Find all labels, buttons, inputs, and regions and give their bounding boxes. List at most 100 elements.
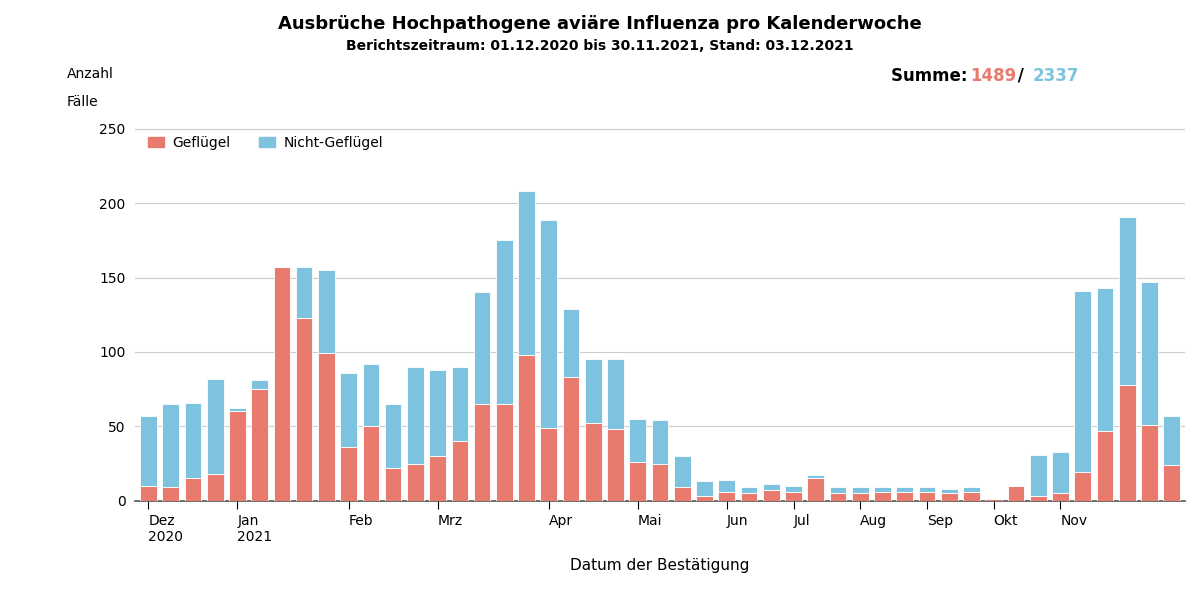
- Bar: [1118, 385, 1135, 501]
- Bar: [430, 456, 446, 501]
- Bar: [1008, 486, 1025, 501]
- Text: 2337: 2337: [1033, 67, 1079, 85]
- Bar: [407, 367, 424, 464]
- Bar: [785, 492, 802, 501]
- Bar: [229, 409, 246, 412]
- Bar: [563, 377, 580, 501]
- Bar: [474, 292, 491, 404]
- Bar: [140, 416, 157, 486]
- Bar: [318, 353, 335, 501]
- Bar: [740, 487, 757, 493]
- Bar: [964, 492, 980, 501]
- Bar: [1097, 288, 1114, 431]
- Bar: [607, 430, 624, 501]
- Bar: [185, 403, 202, 478]
- Bar: [1074, 291, 1091, 472]
- Bar: [251, 389, 268, 501]
- Bar: [584, 359, 601, 424]
- Bar: [874, 492, 890, 501]
- Bar: [652, 464, 668, 501]
- Bar: [1141, 425, 1158, 501]
- Bar: [829, 487, 846, 493]
- Bar: [162, 404, 179, 487]
- Bar: [652, 421, 668, 464]
- Bar: [674, 456, 691, 487]
- Bar: [785, 486, 802, 492]
- Bar: [719, 492, 736, 501]
- Bar: [919, 492, 935, 501]
- Bar: [341, 373, 356, 447]
- Bar: [696, 496, 713, 501]
- Bar: [407, 464, 424, 501]
- Bar: [1163, 465, 1180, 501]
- Bar: [941, 493, 958, 501]
- Bar: [206, 474, 223, 501]
- Bar: [206, 379, 223, 474]
- Bar: [763, 484, 780, 490]
- Bar: [496, 241, 512, 404]
- Bar: [584, 424, 601, 501]
- Bar: [162, 487, 179, 501]
- Bar: [540, 428, 557, 501]
- Bar: [474, 404, 491, 501]
- Bar: [385, 468, 402, 501]
- Text: /: /: [1012, 67, 1030, 85]
- Bar: [451, 441, 468, 501]
- Bar: [1141, 282, 1158, 425]
- Bar: [296, 267, 312, 318]
- Bar: [630, 462, 646, 501]
- Text: 1489: 1489: [970, 67, 1016, 85]
- Bar: [852, 487, 869, 493]
- Bar: [563, 309, 580, 377]
- Bar: [518, 191, 535, 355]
- Bar: [385, 404, 402, 468]
- Bar: [808, 475, 824, 478]
- Bar: [630, 419, 646, 462]
- Bar: [540, 220, 557, 428]
- Bar: [874, 487, 890, 492]
- Bar: [919, 487, 935, 492]
- Bar: [896, 492, 913, 501]
- Bar: [719, 480, 736, 492]
- Bar: [829, 493, 846, 501]
- Text: Summe:: Summe:: [892, 67, 973, 85]
- Bar: [1074, 472, 1091, 501]
- Bar: [296, 318, 312, 501]
- Bar: [1052, 452, 1069, 493]
- Bar: [964, 487, 980, 492]
- Bar: [496, 404, 512, 501]
- Text: Berichtszeitraum: 01.12.2020 bis 30.11.2021, Stand: 03.12.2021: Berichtszeitraum: 01.12.2020 bis 30.11.2…: [346, 39, 854, 53]
- Text: Fälle: Fälle: [67, 95, 98, 109]
- X-axis label: Datum der Bestätigung: Datum der Bestätigung: [570, 558, 750, 573]
- Bar: [808, 478, 824, 501]
- Bar: [274, 267, 290, 501]
- Bar: [362, 427, 379, 501]
- Bar: [251, 380, 268, 389]
- Bar: [362, 364, 379, 427]
- Bar: [318, 270, 335, 353]
- Bar: [430, 370, 446, 456]
- Bar: [985, 499, 1002, 501]
- Text: Ausbrüche Hochpathogene aviäre Influenza pro Kalenderwoche: Ausbrüche Hochpathogene aviäre Influenza…: [278, 15, 922, 33]
- Bar: [1163, 416, 1180, 465]
- Bar: [1030, 455, 1046, 496]
- Bar: [674, 487, 691, 501]
- Bar: [140, 486, 157, 501]
- Text: Anzahl: Anzahl: [67, 67, 114, 81]
- Bar: [941, 489, 958, 493]
- Bar: [1097, 431, 1114, 501]
- Bar: [451, 367, 468, 441]
- Bar: [1052, 493, 1069, 501]
- Bar: [896, 487, 913, 492]
- Bar: [1118, 217, 1135, 385]
- Bar: [518, 355, 535, 501]
- Legend: Geflügel, Nicht-Geflügel: Geflügel, Nicht-Geflügel: [142, 130, 389, 155]
- Bar: [763, 490, 780, 501]
- Bar: [341, 447, 356, 501]
- Bar: [1030, 496, 1046, 501]
- Bar: [696, 481, 713, 496]
- Bar: [740, 493, 757, 501]
- Bar: [607, 359, 624, 430]
- Bar: [852, 493, 869, 501]
- Bar: [185, 478, 202, 501]
